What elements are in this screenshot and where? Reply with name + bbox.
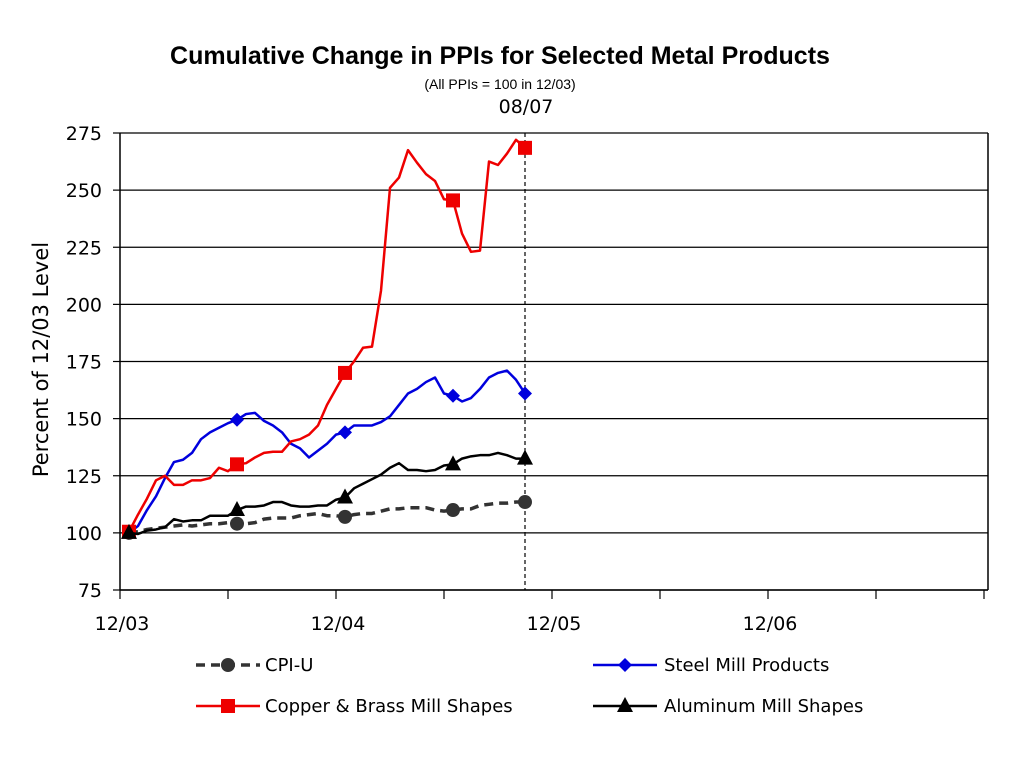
legend-marker-aluminum-mill-shapes <box>617 697 633 712</box>
chart-subtitle: (All PPIs = 100 in 12/03) <box>424 76 576 92</box>
legend-marker-cpi-u <box>221 658 235 672</box>
x-tick-label-12-05: 12/05 <box>527 613 582 635</box>
legend-label-copper-brass-mill-shapes: Copper & Brass Mill Shapes <box>265 696 513 717</box>
y-tick-label-275: 275 <box>66 123 102 145</box>
series-line-aluminum-mill-shapes <box>128 451 525 536</box>
data-point-copper-brass-mill-shapes-24 <box>338 365 352 380</box>
y-tick-label-250: 250 <box>66 180 102 202</box>
y-tick-label-175: 175 <box>66 352 102 374</box>
data-point-copper-brass-mill-shapes-44 <box>518 140 532 155</box>
data-point-aluminum-mill-shapes-24 <box>337 488 353 504</box>
y-tick-label-225: 225 <box>66 237 102 259</box>
y-tick-label-150: 150 <box>66 409 102 431</box>
data-point-aluminum-mill-shapes-44 <box>517 449 533 465</box>
series-line-steel-mill-products <box>128 369 527 534</box>
legend-marker-steel-mill-products <box>618 658 632 672</box>
y-tick-label-75: 75 <box>78 580 102 602</box>
legend-label-cpi-u: CPI-U <box>265 655 313 676</box>
data-point-aluminum-mill-shapes-0 <box>121 523 137 539</box>
data-point-cpi-u-12 <box>230 516 244 531</box>
data-point-steel-mill-products-44 <box>518 386 532 401</box>
data-point-cpi-u-44 <box>518 495 532 510</box>
data-point-copper-brass-mill-shapes-36 <box>446 193 460 208</box>
y-tick-label-200: 200 <box>66 294 102 316</box>
chart-title: Cumulative Change in PPIs for Selected M… <box>170 42 830 70</box>
data-point-copper-brass-mill-shapes-12 <box>230 457 244 472</box>
data-point-steel-mill-products-24 <box>338 425 352 440</box>
data-point-cpi-u-36 <box>446 503 460 518</box>
legend-label-aluminum-mill-shapes: Aluminum Mill Shapes <box>664 696 863 717</box>
legend-marker-copper-brass-mill-shapes <box>221 699 235 713</box>
y-tick-label-125: 125 <box>66 466 102 488</box>
data-point-steel-mill-products-36 <box>446 388 460 403</box>
x-tick-label-12-04: 12/04 <box>311 613 366 635</box>
series-line-copper-brass-mill-shapes <box>127 138 526 533</box>
data-point-aluminum-mill-shapes-36 <box>445 455 461 471</box>
data-point-steel-mill-products-12 <box>230 412 244 427</box>
x-tick-label-12-03: 12/03 <box>95 613 150 635</box>
data-point-aluminum-mill-shapes-12 <box>229 501 245 517</box>
x-tick-label-12-06: 12/06 <box>743 613 798 635</box>
y-axis-label: Percent of 12/03 Level <box>29 242 53 477</box>
data-point-cpi-u-24 <box>338 509 352 524</box>
reference-line-label: 08/07 <box>499 96 554 118</box>
y-tick-label-100: 100 <box>66 523 102 545</box>
legend-label-steel-mill-products: Steel Mill Products <box>664 655 829 676</box>
